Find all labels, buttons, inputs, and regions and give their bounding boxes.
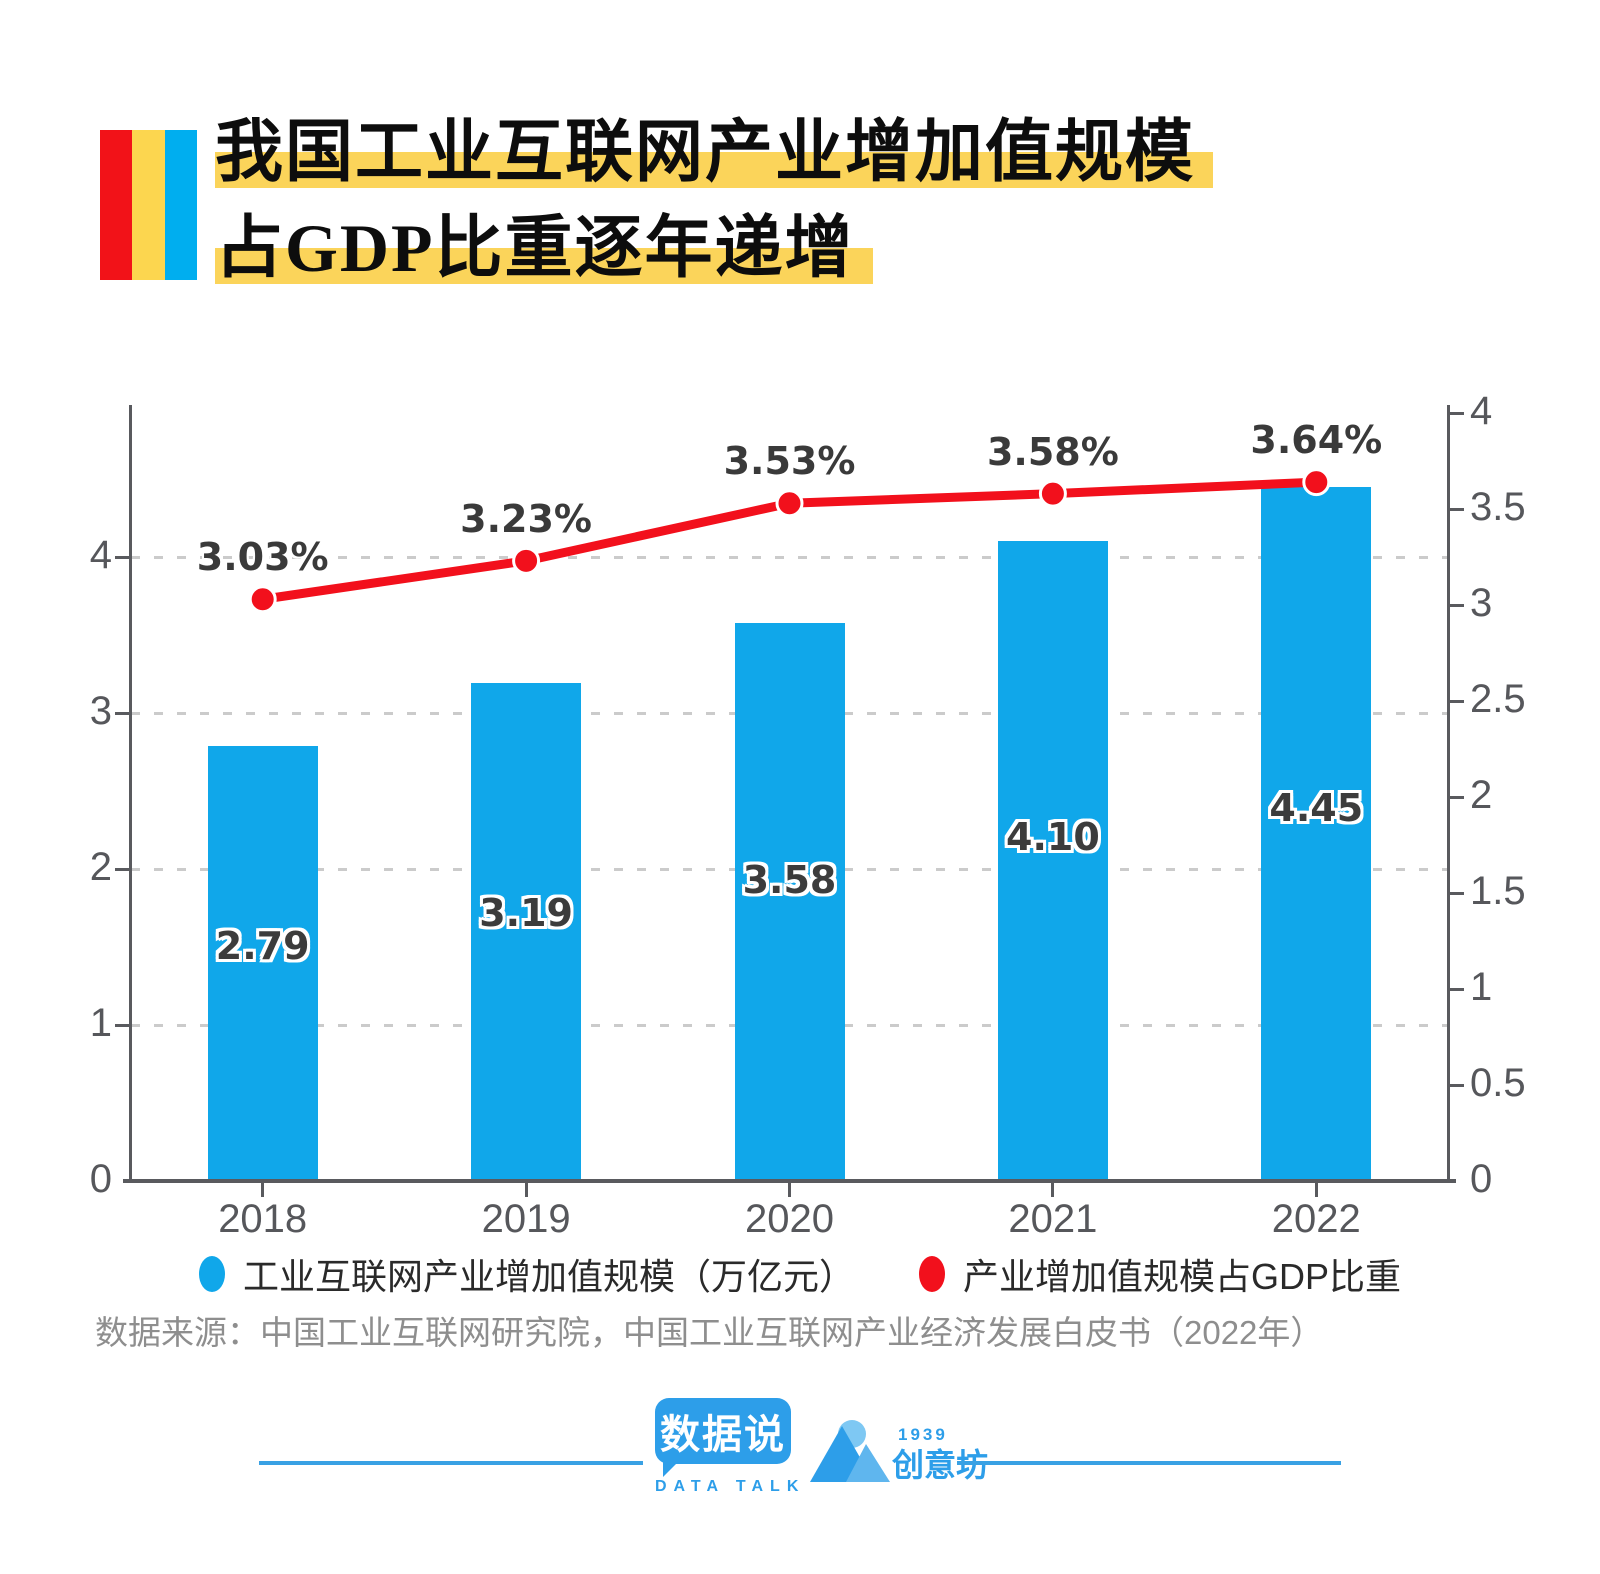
right-axis-tick-label: 3: [1470, 581, 1493, 625]
legend-item: 产业增加值规模占GDP比重: [919, 1248, 1401, 1300]
left-axis-tick: [115, 1024, 129, 1027]
legend-item: 工业互联网产业增加值规模（万亿元）: [198, 1248, 855, 1300]
datatalk-logo-text: 数据说: [660, 1413, 786, 1457]
line-point: [512, 546, 541, 575]
right-axis-tick: [1450, 796, 1464, 799]
x-axis-line: [123, 1179, 1456, 1183]
left-axis-tick: [115, 712, 129, 715]
speech-bubble-tail-icon: [663, 1461, 679, 1477]
left-axis-tick: [115, 556, 129, 559]
left-axis-tick-label: 0: [89, 1157, 112, 1201]
line-value-label: 3.53%: [723, 439, 856, 484]
bar-value-label: 4.45: [1269, 785, 1364, 830]
chart-legend: 工业互联网产业增加值规模（万亿元） 产业增加值规模占GDP比重: [0, 1248, 1600, 1300]
line-point: [775, 489, 804, 518]
x-axis-category-label: 2019: [481, 1197, 571, 1241]
right-axis-tick-label: 4: [1470, 389, 1493, 433]
bar: [997, 541, 1108, 1181]
bar-value-label: 4.10: [1006, 814, 1100, 859]
mountain-small-icon: [846, 1444, 890, 1482]
bar: [734, 622, 845, 1181]
studio-logo: 1939 创意坊: [810, 1420, 988, 1483]
bar-value-label: 3.58: [742, 858, 837, 903]
x-axis-category-label: 2021: [1008, 1197, 1098, 1241]
x-axis-tick: [1314, 1183, 1318, 1197]
yellow-stripe: [132, 130, 165, 280]
right-axis-tick-label: 3.5: [1470, 485, 1526, 529]
left-axis-tick: [115, 868, 129, 871]
left-axis-line: [129, 405, 132, 1181]
legend-dot-icon: [198, 1256, 225, 1292]
gdp-share-line: [248, 468, 1331, 614]
bar-value-label: 3.19: [479, 890, 573, 935]
footer-divider-right: [957, 1461, 1341, 1465]
line-point: [1038, 479, 1067, 508]
bar: [471, 683, 582, 1181]
right-axis-tick: [1450, 700, 1464, 703]
line-value-label: 3.58%: [986, 429, 1119, 474]
datatalk-logo: 数据说: [655, 1398, 791, 1477]
x-axis-tick: [524, 1183, 528, 1197]
x-axis-tick: [1051, 1183, 1055, 1197]
right-axis-tick-label: 0.5: [1470, 1061, 1526, 1105]
page-title-line2: 占GDP比重逐年递增: [215, 210, 873, 286]
right-axis-tick-label: 2: [1470, 773, 1493, 817]
title-color-bar: [100, 130, 197, 280]
left-axis-tick-label: 3: [89, 689, 112, 733]
legend-label: 产业增加值规模占GDP比重: [963, 1256, 1402, 1297]
left-axis-tick-label: 4: [89, 533, 112, 577]
x-axis-tick: [788, 1183, 791, 1197]
right-axis-tick-label: 0: [1470, 1157, 1493, 1201]
x-axis-category-label: 2022: [1271, 1197, 1361, 1241]
bar: [1261, 486, 1372, 1181]
right-axis-tick: [1450, 604, 1464, 607]
page-title: 我国工业互联网产业增加值规模 占GDP比重逐年递增: [215, 104, 1214, 296]
right-axis-tick: [1450, 412, 1464, 415]
right-axis-tick-label: 2.5: [1470, 677, 1526, 721]
right-axis-tick: [1450, 892, 1464, 895]
x-axis-tick: [261, 1183, 265, 1197]
line-value-label: 3.64%: [1250, 418, 1383, 463]
x-axis-category-label: 2018: [218, 1197, 308, 1241]
red-stripe: [100, 130, 133, 280]
legend-label: 工业互联网产业增加值规模（万亿元）: [242, 1256, 855, 1297]
left-axis-tick-label: 2: [89, 845, 112, 889]
bar-value-label: 2.79: [215, 924, 310, 969]
data-source-note: 数据来源：中国工业互联网研究院，中国工业互联网产业经济发展白皮书（2022年）: [95, 1314, 1324, 1351]
right-axis-tick: [1450, 508, 1464, 511]
line-value-label: 3.23%: [460, 496, 593, 541]
footer-divider-left: [259, 1461, 643, 1465]
gridline: [131, 556, 1448, 559]
right-axis-tick-label: 1.5: [1470, 869, 1526, 913]
legend-dot-icon: [919, 1256, 945, 1292]
studio-logo-name: 创意坊: [891, 1447, 988, 1483]
datatalk-logo-subtext: DATA TALK: [655, 1478, 806, 1495]
blue-stripe: [164, 130, 197, 280]
left-axis-tick-label: 1: [89, 1001, 112, 1045]
right-axis-tick: [1450, 1084, 1464, 1087]
bar: [207, 745, 318, 1181]
right-axis-tick-label: 1: [1470, 965, 1493, 1009]
right-axis-tick: [1450, 988, 1464, 991]
line-point: [1302, 468, 1331, 497]
x-axis-category-label: 2020: [745, 1197, 834, 1241]
page-title-line1: 我国工业互联网产业增加值规模: [215, 114, 1214, 190]
line-point: [248, 585, 277, 614]
line-value-label: 3.03%: [196, 535, 329, 580]
studio-logo-year: 1939: [898, 1425, 948, 1444]
right-axis-line: [1447, 405, 1450, 1181]
